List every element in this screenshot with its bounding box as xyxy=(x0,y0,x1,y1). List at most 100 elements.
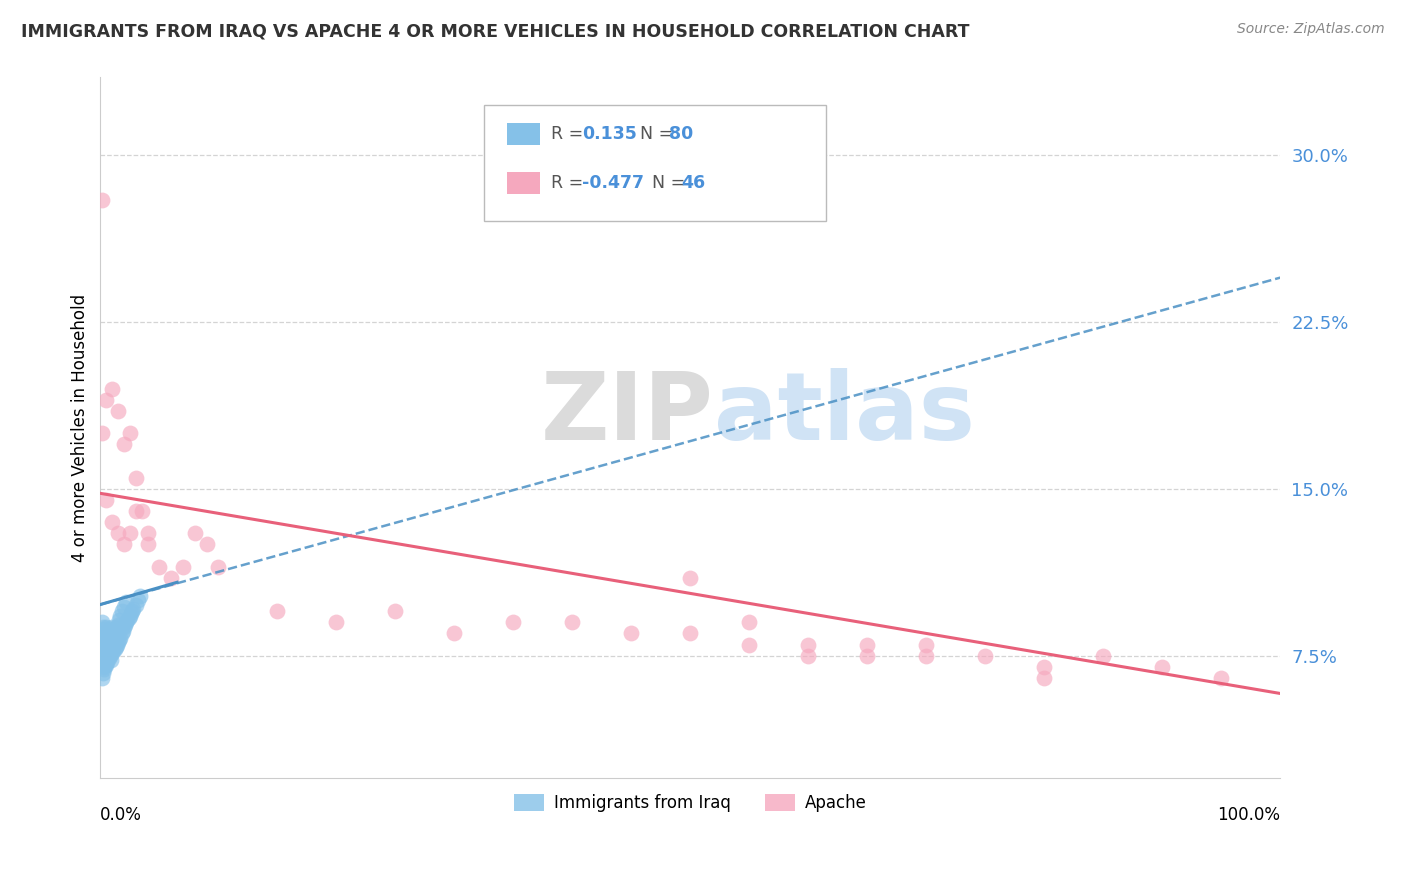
Point xyxy=(125,471,148,485)
Point xyxy=(110,604,132,618)
Point xyxy=(96,392,118,407)
Point xyxy=(561,615,583,630)
Point xyxy=(915,638,938,652)
Point xyxy=(94,657,117,672)
Point xyxy=(856,648,879,663)
Point xyxy=(679,626,702,640)
Point xyxy=(105,620,128,634)
FancyBboxPatch shape xyxy=(484,105,827,221)
Point xyxy=(101,515,124,529)
Text: Source: ZipAtlas.com: Source: ZipAtlas.com xyxy=(1237,22,1385,37)
Text: 0.0%: 0.0% xyxy=(100,806,142,824)
Point xyxy=(91,642,114,657)
Point xyxy=(502,615,524,630)
Point xyxy=(105,638,128,652)
Point xyxy=(974,648,997,663)
Point xyxy=(797,648,820,663)
Point xyxy=(1033,671,1056,685)
Point xyxy=(101,635,124,649)
Point xyxy=(325,615,347,630)
Text: N =: N = xyxy=(641,174,690,192)
Point xyxy=(103,631,125,645)
Point xyxy=(91,620,114,634)
FancyBboxPatch shape xyxy=(508,123,540,145)
Point xyxy=(111,624,134,639)
Point xyxy=(90,615,112,630)
Text: N =: N = xyxy=(628,125,679,144)
Point xyxy=(118,611,141,625)
Point xyxy=(93,622,115,636)
Point xyxy=(443,626,465,640)
Point xyxy=(129,589,152,603)
Point xyxy=(104,624,127,639)
Point xyxy=(107,635,129,649)
Point xyxy=(105,624,128,639)
Point xyxy=(91,656,114,670)
Point xyxy=(117,613,139,627)
Point xyxy=(118,526,141,541)
Point xyxy=(90,671,112,685)
Point xyxy=(136,526,159,541)
Point xyxy=(1211,671,1233,685)
Text: 46: 46 xyxy=(681,174,704,192)
Point xyxy=(112,437,135,451)
Point xyxy=(96,657,118,672)
Point xyxy=(100,640,122,654)
Point xyxy=(90,426,112,441)
Point xyxy=(1092,648,1115,663)
Point xyxy=(103,644,125,658)
Point xyxy=(797,638,820,652)
Point xyxy=(98,635,121,649)
Point xyxy=(96,493,118,508)
Point xyxy=(110,631,132,645)
Point xyxy=(97,647,120,661)
Point xyxy=(104,640,127,654)
Point xyxy=(103,642,125,657)
Point xyxy=(112,620,135,634)
Point xyxy=(108,613,131,627)
Point xyxy=(91,631,114,645)
Point xyxy=(94,653,117,667)
Point xyxy=(195,537,218,551)
Y-axis label: 4 or more Vehicles in Household: 4 or more Vehicles in Household xyxy=(72,293,89,562)
Text: ZIP: ZIP xyxy=(541,368,714,459)
Point xyxy=(115,615,138,630)
Point xyxy=(96,644,118,658)
Text: 100.0%: 100.0% xyxy=(1218,806,1281,824)
Point xyxy=(103,626,125,640)
Point xyxy=(112,599,135,614)
Point xyxy=(103,631,125,645)
Text: R =: R = xyxy=(551,174,589,192)
Point xyxy=(97,624,120,639)
Point xyxy=(96,620,118,634)
Text: IMMIGRANTS FROM IRAQ VS APACHE 4 OR MORE VEHICLES IN HOUSEHOLD CORRELATION CHART: IMMIGRANTS FROM IRAQ VS APACHE 4 OR MORE… xyxy=(21,22,970,40)
Point xyxy=(96,651,118,665)
Point xyxy=(96,653,118,667)
Point xyxy=(108,633,131,648)
Point xyxy=(122,602,145,616)
Point xyxy=(107,404,129,418)
Point xyxy=(96,656,118,670)
Point xyxy=(679,571,702,585)
Text: R =: R = xyxy=(551,125,589,144)
Point xyxy=(98,622,121,636)
Point xyxy=(266,604,288,618)
Point xyxy=(103,629,125,643)
Point xyxy=(160,571,183,585)
Text: 0.135: 0.135 xyxy=(582,125,637,144)
Point xyxy=(93,633,115,648)
Point xyxy=(101,647,124,661)
Point xyxy=(107,617,129,632)
Legend: Immigrants from Iraq, Apache: Immigrants from Iraq, Apache xyxy=(508,788,873,819)
Point xyxy=(112,537,135,551)
Point xyxy=(127,593,149,607)
Text: 80: 80 xyxy=(669,125,693,144)
Text: atlas: atlas xyxy=(714,368,974,459)
Point xyxy=(93,660,115,674)
Point xyxy=(620,626,643,640)
Point xyxy=(114,617,136,632)
Point xyxy=(184,526,207,541)
Point xyxy=(915,648,938,663)
Point xyxy=(100,653,122,667)
Point xyxy=(90,638,112,652)
